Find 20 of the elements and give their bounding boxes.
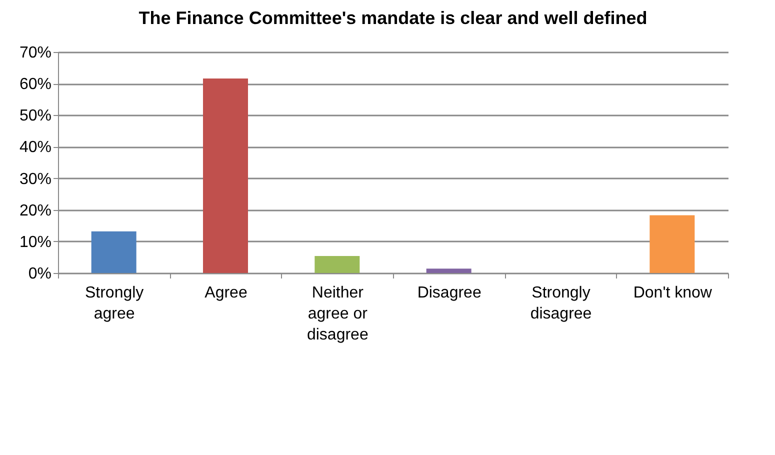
y-tick-label: 50% [19,108,52,125]
chart-title: The Finance Committee's mandate is clear and well defined [138,8,648,28]
bar [314,256,360,273]
bar [650,215,695,273]
bar [426,268,472,273]
y-tick-label: 30% [19,170,52,188]
x-tick-label: Neither agree or disagree [306,284,368,344]
x-tick-label: Don't know [633,284,712,302]
x-tick-label: Strongly agree [84,284,144,322]
y-tick-label: 60% [19,76,52,94]
y-tick-label: 10% [19,234,52,251]
bar [91,231,136,273]
y-tick-label: 70% [19,44,52,62]
x-tick-label: Agree [204,284,248,302]
x-tick-label: Disagree [417,284,482,302]
bar [203,78,248,273]
y-tick-label: 20% [19,202,52,220]
y-tick-label: 40% [19,139,52,156]
y-tick-label: 0% [28,266,52,282]
x-tick-label: Strongly disagree [530,284,592,322]
